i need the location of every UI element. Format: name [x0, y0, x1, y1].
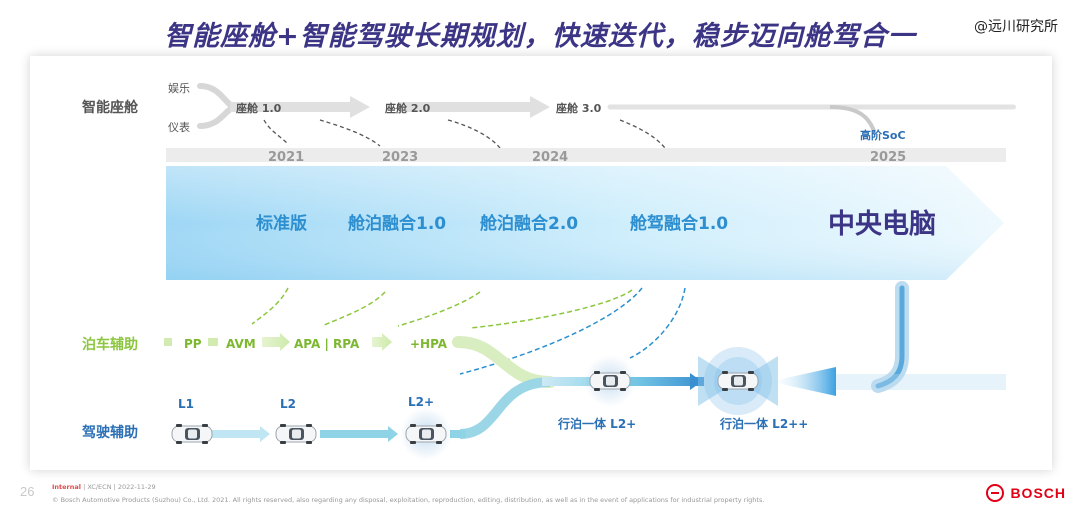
driving-arrow-2 [320, 426, 398, 442]
parking-stage-marker-start [164, 338, 172, 346]
timeline-year-2021: 2021 [268, 150, 304, 165]
band-stage-cockpit-parking-2: 舱泊融合2.0 [480, 213, 578, 234]
driving-merged-l2plus: 行泊一体 L2+ [557, 416, 636, 431]
connector-cockpit4 [619, 119, 666, 149]
roadmap-panel: 智能座舱 娱乐 仪表 座舱 1.0 座舱 2.0 座舱 3.0 高阶SoC 20… [30, 56, 1052, 470]
cockpit-row-label: 智能座舱 [81, 99, 139, 116]
driving-level-l2: L2 [280, 397, 296, 411]
band-stage-standard: 标准版 [256, 213, 307, 234]
car-l1 [171, 423, 213, 445]
parking-merge-curve [452, 336, 556, 388]
cockpit-soc-label: 高阶SoC [860, 128, 906, 142]
driving-level-l2plus: L2+ [408, 395, 434, 409]
timeline-bar [166, 148, 1006, 162]
footer-copyright: © Bosch Automotive Products (Suzhou) Co.… [52, 496, 765, 504]
connector-cockpit3 [447, 119, 501, 149]
parking-stage-pp: PP [184, 337, 202, 351]
parking-arrow-2 [372, 333, 392, 351]
band-stage-cockpit-parking-1: 舱泊融合1.0 [348, 213, 446, 234]
bosch-wordmark: BOSCH [1010, 485, 1066, 501]
car-merged-l2plus [589, 370, 631, 392]
timeline-year-2025: 2025 [870, 150, 906, 165]
brand-watermark: @远川研究所 [974, 19, 1058, 35]
driving-merged-l2plusplus: 行泊一体 L2++ [719, 416, 808, 431]
footer-classification: Internal | XC/ECN | 2022-11-29 [52, 483, 156, 491]
car-l2 [275, 423, 317, 445]
driving-merge-curve [459, 377, 551, 439]
page-title: 智能座舱+智能驾驶长期规划，快速迭代，稳步迈向舱驾合一 [164, 21, 916, 52]
cockpit-arrow-2 [400, 96, 550, 118]
bosch-armature-icon [986, 484, 1005, 502]
parking-arrow-1 [262, 333, 290, 351]
driving-arrow-1 [210, 426, 270, 442]
cockpit-input-entertainment: 娱乐 [168, 81, 190, 95]
car-l2plus [405, 423, 447, 445]
parking-stage-apa-rpa: APA | RPA [294, 337, 360, 351]
band-stage-cockpit-driving-1: 舱驾融合1.0 [630, 213, 728, 234]
page-number: 26 [20, 484, 35, 499]
bosch-logo: BOSCH [986, 484, 1066, 502]
parking-row-label: 泊车辅助 [82, 336, 138, 353]
cockpit-input-cluster: 仪表 [168, 120, 190, 134]
driving-level-l1: L1 [178, 397, 194, 411]
cockpit-stage-2: 座舱 2.0 [384, 101, 431, 115]
cockpit-merge-curve [197, 83, 237, 129]
cockpit-to-soc-curve [829, 105, 877, 135]
connector-park-3 [397, 291, 481, 327]
connector-park-2 [321, 291, 386, 327]
connector-park-4 [469, 289, 633, 329]
footer-meta: | XC/ECN | 2022-11-29 [81, 483, 156, 491]
connector-cockpit1 [263, 119, 289, 145]
cockpit-stage-3: 座舱 3.0 [555, 101, 602, 115]
sensor-cone [770, 367, 836, 396]
car-merged-l2plusplus [717, 370, 759, 392]
parking-link-1 [208, 338, 218, 346]
cockpit-arrow-1 [230, 96, 370, 118]
band-final-central-computer: 中央电脑 [828, 209, 936, 240]
timeline-year-2024: 2024 [532, 150, 568, 165]
driving-row-label: 驾驶辅助 [81, 424, 138, 441]
parking-stage-avm: AVM [226, 337, 256, 351]
cockpit-stage-1: 座舱 1.0 [235, 101, 282, 115]
timeline-year-2023: 2023 [382, 150, 418, 165]
merged-arrow-head [690, 373, 702, 390]
connector-drive-1 [459, 287, 643, 375]
integration-band-shade [166, 166, 1004, 280]
parking-stage-hpa: +HPA [410, 337, 448, 351]
connector-cockpit2 [319, 119, 381, 147]
connector-park-1 [251, 287, 289, 325]
roadmap-diagram: 智能座舱 娱乐 仪表 座舱 1.0 座舱 2.0 座舱 3.0 高阶SoC 20… [81, 81, 1016, 460]
connector-drive-2 [629, 287, 686, 359]
